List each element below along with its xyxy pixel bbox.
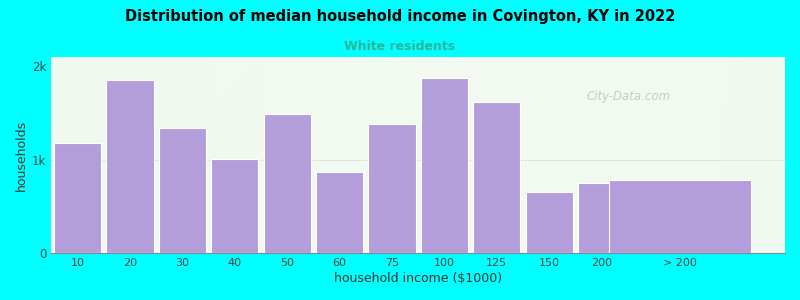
X-axis label: household income ($1000): household income ($1000) xyxy=(334,272,502,285)
Bar xyxy=(54,143,101,253)
Bar xyxy=(474,102,520,253)
Bar xyxy=(106,80,154,253)
Text: City-Data.com: City-Data.com xyxy=(587,90,671,103)
Bar xyxy=(610,180,751,253)
Text: Distribution of median household income in Covington, KY in 2022: Distribution of median household income … xyxy=(125,9,675,24)
Bar xyxy=(211,159,258,253)
Text: White residents: White residents xyxy=(345,40,455,53)
Bar xyxy=(159,128,206,253)
Bar xyxy=(316,172,363,253)
Bar xyxy=(369,124,415,253)
Bar xyxy=(421,77,468,253)
Y-axis label: households: households xyxy=(15,119,28,190)
Bar xyxy=(526,192,573,253)
Bar xyxy=(578,183,625,253)
Bar xyxy=(264,114,310,253)
